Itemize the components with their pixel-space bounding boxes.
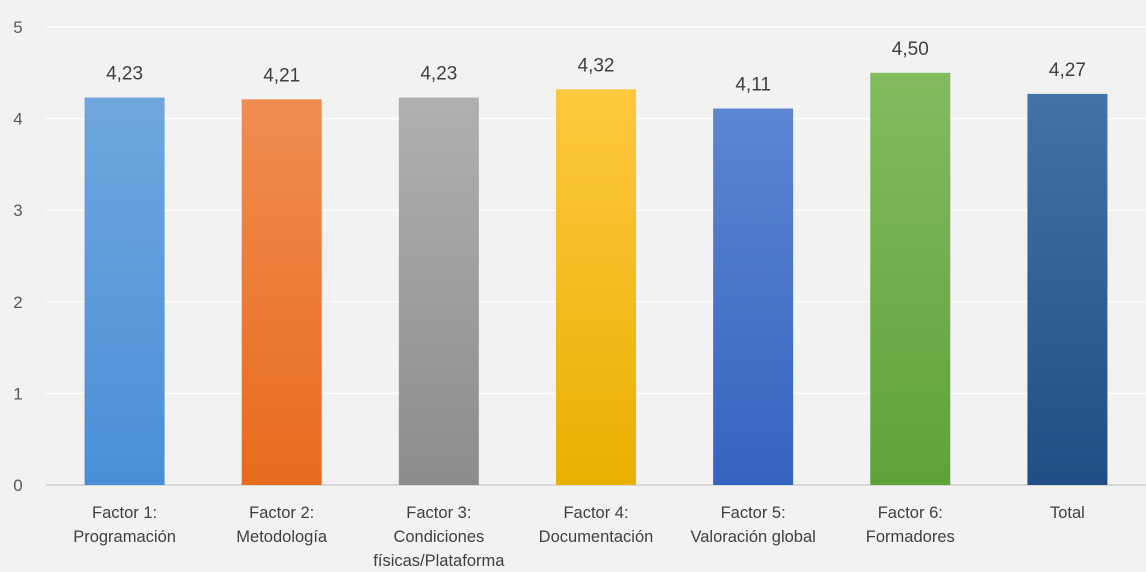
x-category-label: Total <box>1050 504 1085 522</box>
bar <box>713 108 794 486</box>
y-tick-label: 1 <box>13 384 22 403</box>
x-category-label: Factor 5: Valoración global <box>690 504 815 546</box>
y-axis-tick-labels: 0 1 2 3 4 5 <box>13 18 22 495</box>
data-labels: 4,23 4,21 4,23 4,32 4,11 4,50 4,27 <box>106 39 1086 96</box>
bar <box>870 72 951 486</box>
x-category-label: Factor 6: Formadores <box>866 504 955 546</box>
y-tick-label: 3 <box>13 201 22 220</box>
data-label: 4,50 <box>892 39 929 60</box>
bar <box>241 99 322 485</box>
bar <box>556 89 636 486</box>
y-tick-label: 5 <box>13 18 22 37</box>
data-label: 4,23 <box>420 64 457 85</box>
bars <box>84 72 1108 486</box>
bar <box>398 97 479 486</box>
x-category-label: Factor 4: Documentación <box>539 504 654 546</box>
x-category-label: Factor 3: Condiciones físicas/Plataforma <box>373 504 505 570</box>
data-label: 4,23 <box>106 64 143 85</box>
x-axis-category-labels: Factor 1: Programación Factor 2: Metodologí… <box>73 504 1085 570</box>
data-label: 4,21 <box>263 65 300 86</box>
data-label: 4,11 <box>735 75 771 96</box>
bar <box>84 97 165 486</box>
data-label: 4,27 <box>1049 60 1086 81</box>
x-category-label: Factor 1: Programación <box>73 504 176 546</box>
y-tick-label: 2 <box>13 293 22 312</box>
x-category-label: Factor 2: Metodología <box>236 504 328 546</box>
y-tick-label: 4 <box>13 110 22 129</box>
bar <box>1027 93 1108 486</box>
y-tick-label: 0 <box>13 476 22 495</box>
data-label: 4,32 <box>578 55 615 76</box>
